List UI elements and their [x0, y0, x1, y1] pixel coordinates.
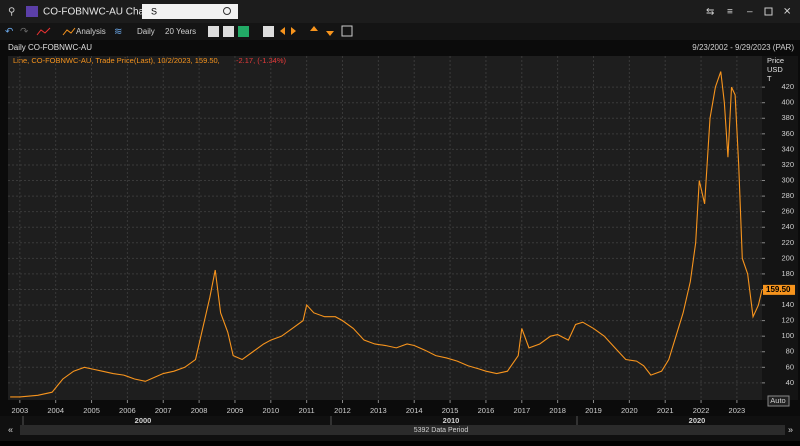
x-tick-label: 2006 — [119, 406, 136, 415]
x-tick-label: 2020 — [621, 406, 638, 415]
scroll-right[interactable]: » — [788, 424, 793, 434]
minimize-button[interactable]: – — [747, 7, 753, 18]
y-tick-label: 40 — [786, 378, 794, 387]
y-tick-label: 180 — [781, 269, 794, 278]
pin-button[interactable]: ⇆ — [706, 7, 714, 18]
interval-button[interactable]: Daily — [137, 27, 155, 36]
toolbar — [0, 23, 800, 40]
x-tick-label: 2010 — [262, 406, 279, 415]
range-button[interactable]: 20 Years — [165, 27, 196, 36]
x-tick-label: 2014 — [406, 406, 423, 415]
tool-button[interactable] — [326, 31, 334, 36]
y-tick-label: 120 — [781, 316, 794, 325]
navigator-scroll[interactable] — [20, 425, 785, 435]
x-tick-label: 2019 — [585, 406, 602, 415]
date-range: 9/23/2002 - 9/29/2023 (PAR) — [692, 43, 794, 52]
y-tick-label: 400 — [781, 98, 794, 107]
x-tick-label: 2017 — [513, 406, 530, 415]
x-tick-label: 2016 — [478, 406, 495, 415]
window-title: CO-FOBNWC-AU Chart — [43, 7, 150, 18]
search-box[interactable] — [142, 4, 238, 19]
y-tick-label: 80 — [786, 347, 794, 356]
x-tick-label: 2021 — [657, 406, 674, 415]
x-tick-label: 2011 — [299, 406, 315, 415]
analysis-icon[interactable] — [62, 27, 76, 36]
link-icon[interactable]: ⚲ — [8, 7, 15, 18]
x-tick-label: 2022 — [693, 406, 710, 415]
y-tick-label: 360 — [781, 129, 794, 138]
price-line — [10, 71, 763, 398]
x-tick-label: 2015 — [442, 406, 459, 415]
y-tick-label: 280 — [781, 191, 794, 200]
y-tick-label: 140 — [781, 300, 794, 309]
y-tick-label: 260 — [781, 207, 794, 216]
line-style-button[interactable] — [36, 27, 51, 36]
navigator-label: 2020 — [689, 416, 706, 425]
legend-text: Line, CO-FOBNWC-AU, Trade Price(Last), 1… — [13, 56, 220, 65]
chart-header — [0, 40, 800, 55]
legend-change: -2.17, (-1.34%) — [236, 56, 287, 65]
last-price-box — [763, 284, 795, 295]
analysis-button[interactable]: Analysis — [76, 27, 106, 36]
y-tick-label: 100 — [781, 331, 794, 340]
y-axis-area — [762, 56, 798, 400]
tool-button[interactable] — [341, 25, 353, 37]
y-tick-label: 420 — [781, 82, 794, 91]
x-tick-label: 2013 — [370, 406, 387, 415]
x-tick-label: 2009 — [227, 406, 244, 415]
y-tick-label: 200 — [781, 253, 794, 262]
navigator-label: 2010 — [443, 416, 460, 425]
data-period: 5392 Data Period — [414, 427, 469, 434]
x-tick-label: 2004 — [47, 406, 64, 415]
maximize-button[interactable] — [764, 7, 773, 16]
x-tick-label: 2012 — [334, 406, 351, 415]
y-tick-label: 380 — [781, 113, 794, 122]
y-tick-label: 300 — [781, 176, 794, 185]
plot-area — [8, 56, 762, 400]
tool-button[interactable] — [310, 26, 318, 31]
y-tick-label: 60 — [786, 362, 794, 371]
scroll-left[interactable]: « — [8, 424, 13, 434]
x-tick-label: 2003 — [11, 406, 28, 415]
tool-button[interactable] — [280, 27, 285, 35]
y-axis-label: T — [767, 74, 772, 83]
x-tick-label: 2018 — [549, 406, 566, 415]
tool-button[interactable] — [223, 26, 234, 37]
tool-button[interactable] — [263, 26, 274, 37]
undo-button[interactable]: ↶ — [5, 27, 13, 38]
y-tick-label: 240 — [781, 222, 794, 231]
menu-button[interactable]: ≡ — [727, 7, 733, 18]
tool-button[interactable] — [208, 26, 219, 37]
close-button[interactable]: ✕ — [783, 7, 791, 18]
chart-title: Daily CO-FOBNWC-AU — [8, 43, 92, 52]
x-tick-label: 2023 — [729, 406, 746, 415]
search-icon[interactable] — [223, 7, 231, 15]
y-axis-label: Price — [767, 56, 784, 65]
x-tick-label: 2005 — [83, 406, 100, 415]
redo-button[interactable]: ↷ — [20, 27, 29, 38]
navigator-label: 2000 — [135, 416, 152, 425]
x-tick-label: 2007 — [155, 406, 172, 415]
y-tick-label: 220 — [781, 238, 794, 247]
indicator-button[interactable]: ≋ — [114, 27, 122, 38]
y-tick-label: 320 — [781, 160, 794, 169]
tool-button[interactable] — [238, 26, 249, 37]
x-tick-label: 2008 — [191, 406, 208, 415]
search-text[interactable]: S — [151, 6, 157, 16]
last-price-label: 159.50 — [766, 285, 791, 294]
app-icon — [26, 6, 38, 17]
y-axis-label: USD — [767, 65, 783, 74]
auto-button-label[interactable]: Auto — [770, 396, 785, 405]
y-tick-label: 340 — [781, 144, 794, 153]
auto-button[interactable] — [767, 395, 790, 407]
tool-button[interactable] — [291, 27, 296, 35]
